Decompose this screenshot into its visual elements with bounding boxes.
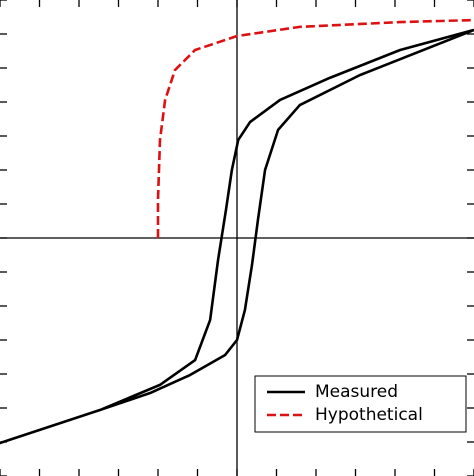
legend-label: Measured xyxy=(315,382,398,402)
series-line xyxy=(156,18,474,238)
legend-label: Hypothetical xyxy=(315,405,423,425)
series-line xyxy=(0,28,474,445)
legend-box xyxy=(254,375,467,433)
